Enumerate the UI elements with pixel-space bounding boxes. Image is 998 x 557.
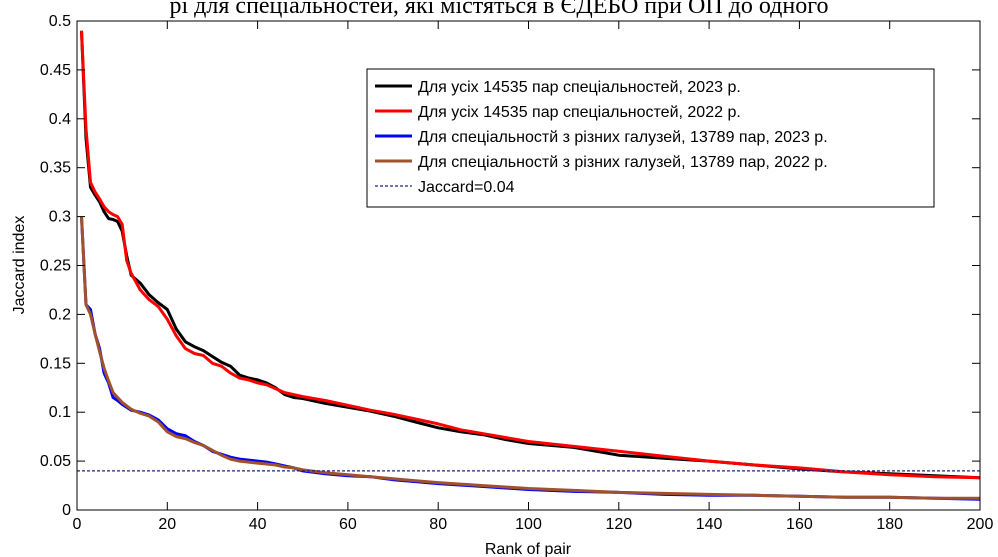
y-axis-label: Jaccard index xyxy=(11,216,28,315)
x-tick-label: 200 xyxy=(967,516,994,533)
y-tick-label: 0.05 xyxy=(40,453,71,470)
page-caption-fragment: рі для спеціальностей, які містяться в Є… xyxy=(169,0,829,19)
y-tick-label: 0.15 xyxy=(40,355,71,372)
x-tick-label: 0 xyxy=(73,516,82,533)
y-tick-label: 0.35 xyxy=(40,160,71,177)
y-tick-label: 0.5 xyxy=(49,13,71,30)
x-tick-label: 180 xyxy=(876,516,903,533)
y-tick-label: 0.45 xyxy=(40,62,71,79)
x-tick-label: 20 xyxy=(158,516,176,533)
legend-entry-label: Jaccard=0.04 xyxy=(418,179,515,196)
x-tick-label: 140 xyxy=(696,516,723,533)
x-tick-label: 60 xyxy=(339,516,357,533)
y-tick-label: 0 xyxy=(62,502,71,519)
x-tick-label: 120 xyxy=(605,516,632,533)
series-line-4 xyxy=(80,216,980,500)
y-axis-ticks: 0 0.05 0.1 0.15 0.2 0.25 0.3 0.35 0.4 0.45 0.5 xyxy=(40,13,980,519)
y-tick-label: 0.4 xyxy=(49,111,71,128)
x-tick-label: 80 xyxy=(429,516,447,533)
x-axis-label: Rank of pair xyxy=(485,541,572,557)
x-tick-label: 40 xyxy=(249,516,267,533)
y-tick-label: 0.1 xyxy=(49,404,71,421)
series-line-1 xyxy=(80,30,981,480)
x-tick-label: 100 xyxy=(515,516,542,533)
legend-entry-label: Для усіх 14535 пар спеціальностей, 2023 … xyxy=(418,79,741,96)
legend-entry-label: Для усіх 14535 пар спеціальностей, 2022 … xyxy=(418,104,741,121)
legend: Для усіх 14535 пар спеціальностей, 2023 … xyxy=(366,68,935,208)
y-tick-label: 0.3 xyxy=(49,209,71,226)
y-tick-label: 0.25 xyxy=(40,258,71,275)
series-layer xyxy=(80,30,981,501)
x-tick-label: 160 xyxy=(786,516,813,533)
x-axis-ticks: 0 20 40 60 80 100 120 140 160 180 200 xyxy=(73,21,994,533)
series-line-2 xyxy=(80,30,981,480)
legend-entry-label: Для спеціальностй з різних галузей, 1378… xyxy=(418,154,828,171)
legend-entry-label: Для спеціальностй з різних галузей, 1378… xyxy=(418,129,828,146)
legend-box xyxy=(366,68,935,208)
y-tick-label: 0.2 xyxy=(49,306,71,323)
